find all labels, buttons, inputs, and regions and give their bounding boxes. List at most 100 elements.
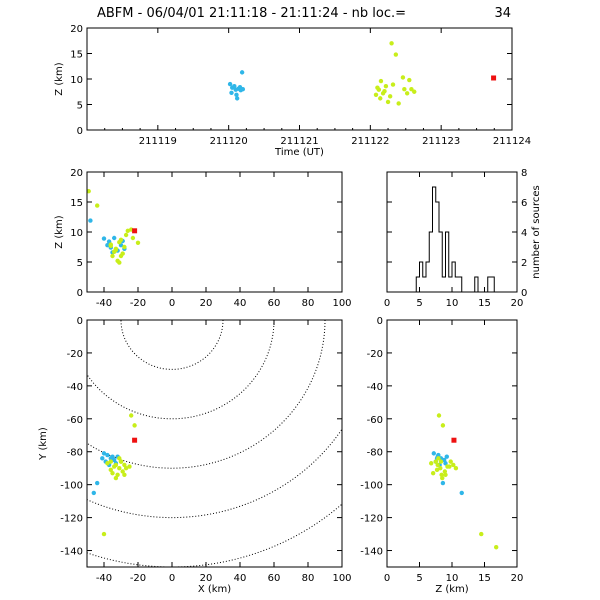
yellow-source-point [113, 246, 119, 251]
blue-source-point [233, 87, 238, 92]
y-tick-label: 0 [77, 288, 83, 299]
yellow-source-point [120, 469, 125, 474]
x-tick-label: 10 [446, 298, 459, 309]
histogram-bar [423, 277, 426, 292]
x-tick-label: -20 [130, 573, 146, 584]
x-tick-label: 80 [302, 573, 315, 584]
y-tick-label: 20 [70, 168, 83, 179]
y-tick-label: -140 [60, 547, 83, 558]
x-tick-label: 100 [332, 298, 351, 309]
time-altitude-panel: 211119 211120 211121 211122 211123 211124 0 5 10… [54, 24, 531, 158]
yellow-source-point [383, 83, 389, 89]
yellow-source-point [435, 462, 440, 468]
x-axis-label: X (km) [198, 584, 231, 595]
blue-source-point [112, 457, 117, 463]
x-tick-label: -40 [96, 298, 112, 309]
yellow-source-point [438, 459, 444, 464]
y-tick-label: 8 [521, 168, 527, 179]
blue-source-point [234, 96, 240, 101]
blue-source-point [443, 461, 448, 466]
x-tick-label: 100 [332, 573, 351, 584]
yellow-source-point [122, 244, 127, 250]
y-tick-label: -100 [60, 481, 83, 492]
yellow-source-point [123, 466, 129, 471]
y-tick-label: -120 [60, 514, 83, 525]
yellow-source-point [110, 470, 115, 476]
yellow-source-point [442, 469, 448, 474]
x-tick-label: -40 [96, 573, 112, 584]
y-axis-label: Y (km) [38, 427, 49, 461]
yellow-source-point [451, 462, 456, 468]
yellow-source-point [479, 531, 484, 537]
x-tick-label: 20 [511, 298, 524, 309]
y-tick-label: -80 [367, 448, 383, 459]
y-tick-label: -120 [360, 514, 383, 525]
y-axis-label: number of sources [531, 185, 542, 278]
y-tick-label: 15 [70, 198, 83, 209]
y-tick-label: 5 [77, 101, 83, 112]
yellow-source-point [434, 467, 440, 473]
y-tick-label: 10 [70, 228, 83, 239]
blue-source-point [112, 235, 117, 241]
x-tick-label: 211119 [139, 136, 177, 147]
y-tick-label: 4 [521, 228, 527, 239]
blue-source-point [440, 480, 446, 486]
yellow-source-point [409, 87, 414, 92]
y-tick-label: -40 [67, 382, 83, 393]
yellow-source-point [120, 251, 125, 256]
yellow-source-point [453, 466, 459, 471]
yellow-source-point [110, 253, 115, 259]
yellow-source-point [117, 466, 122, 471]
yellow-source-point [494, 545, 499, 550]
x-tick-label: 211124 [493, 136, 531, 147]
yellow-source-point [436, 456, 441, 461]
yellow-source-point [112, 464, 117, 469]
y-tick-label: -100 [360, 481, 383, 492]
red-source-point [491, 75, 497, 81]
x-axis-label: Z (km) [435, 584, 468, 595]
yellow-source-point [132, 423, 137, 428]
yellow-source-point [87, 189, 91, 194]
yellow-source-point [129, 413, 134, 418]
yellow-source-point [117, 456, 122, 461]
blue-source-point [234, 92, 239, 98]
yellow-source-point [448, 459, 453, 464]
y-tick-label: -60 [367, 415, 383, 426]
blue-source-point [442, 457, 447, 463]
x-tick-label: -20 [130, 298, 146, 309]
y-axis-label: Z (km) [54, 62, 65, 95]
yellow-source-point [440, 423, 446, 428]
y-tick-label: 2 [521, 258, 527, 269]
blue-source-point [101, 451, 107, 456]
yellow-source-point [118, 459, 124, 464]
figure-title: ABFM - 06/04/01 21:11:18 - 21:11:24 - nb… [97, 6, 406, 21]
x-tick-label: 0 [169, 298, 175, 309]
blue-source-point [100, 456, 105, 461]
yellow-source-point [122, 472, 127, 477]
yellow-source-point [430, 470, 436, 476]
yellow-source-point [436, 413, 442, 418]
y-tick-label: -80 [67, 448, 83, 459]
y-axis-label: Z (km) [54, 215, 65, 248]
x-tick-label: 15 [478, 573, 491, 584]
yellow-source-point [130, 235, 136, 241]
histogram-bar [442, 277, 445, 292]
yellow-source-point [433, 459, 438, 464]
x-tick-label: 211122 [351, 136, 389, 147]
x-tick-label: 5 [416, 573, 422, 584]
yellow-source-point [378, 96, 383, 101]
x-tick-label: 40 [234, 573, 247, 584]
red-source-point [132, 228, 138, 234]
yellow-source-point [400, 75, 406, 80]
plot-frame [86, 27, 513, 131]
x-tick-label: 40 [234, 298, 247, 309]
x-tick-label: 211123 [422, 136, 460, 147]
yellow-source-point [115, 472, 120, 477]
blue-source-point [229, 90, 234, 95]
yellow-source-point [440, 475, 445, 481]
yellow-source-point [125, 228, 130, 233]
blue-source-point [110, 454, 115, 459]
y-tick-label: 10 [70, 75, 83, 86]
x-tick-label: 20 [511, 573, 524, 584]
yellow-source-point [445, 464, 450, 469]
